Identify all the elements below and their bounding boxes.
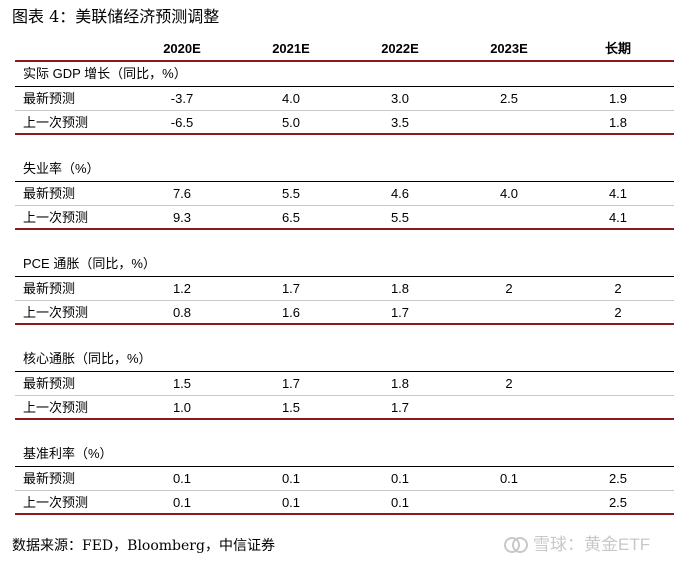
watermark-text: 雪球：黄金ETF [533,535,651,554]
snowball-logo-icon [504,537,528,553]
table-row: 最新预测 1.2 1.7 1.8 2 2 [15,277,674,301]
figure-title: 图表 4：美联储经济预测调整 [12,7,220,26]
row-label: 最新预测 [23,376,76,391]
table-cell: 2.5 [608,495,628,510]
table-cell: 0.1 [172,471,192,486]
table-cell: -3.7 [170,91,194,106]
table-cell: 5.5 [281,186,301,201]
table-cell: 4.1 [608,210,628,225]
section-title: PCE 通胀（同比，%） [15,252,674,277]
column-header-2023e: 2023E [490,41,528,56]
table-cell: 3.0 [390,91,410,106]
table-cell: -6.5 [170,115,194,130]
table-cell: 7.6 [172,186,192,201]
section-policy-rate: 基准利率（%） 最新预测 0.1 0.1 0.1 0.1 2.5 上一次预测 0… [15,442,674,515]
table-row: 上一次预测 0.8 1.6 1.7 2 [15,301,674,325]
table-row: 上一次预测 9.3 6.5 5.5 4.1 [15,206,674,230]
table-cell: 0.1 [281,495,301,510]
table-row: 最新预测 7.6 5.5 4.6 4.0 4.1 [15,182,674,206]
row-label: 最新预测 [23,281,76,296]
table-cell: 1.8 [390,281,410,296]
table-row: 最新预测 1.5 1.7 1.8 2 [15,372,674,396]
column-header-2020e: 2020E [163,41,201,56]
table-cell: 1.8 [390,376,410,391]
table-cell: 6.5 [281,210,301,225]
table-cell: 0.1 [499,471,519,486]
table-row: 上一次预测 1.0 1.5 1.7 [15,396,674,420]
table-cell: 1.0 [172,400,192,415]
section-spacer [15,325,674,347]
table-row: 上一次预测 0.1 0.1 0.1 2.5 [15,491,674,515]
table-cell: 2 [614,305,622,320]
table-cell: 2.5 [608,471,628,486]
table-cell: 4.1 [608,186,628,201]
section-title: 实际 GDP 增长（同比，%） [15,62,674,87]
section-gdp: 实际 GDP 增长（同比，%） 最新预测 -3.7 4.0 3.0 2.5 1.… [15,62,674,135]
row-label: 上一次预测 [23,115,89,130]
section-pce-inflation: PCE 通胀（同比，%） 最新预测 1.2 1.7 1.8 2 2 上一次预测 … [15,252,674,325]
row-label: 最新预测 [23,186,76,201]
section-title: 基准利率（%） [15,442,674,467]
table-row: 最新预测 -3.7 4.0 3.0 2.5 1.9 [15,87,674,111]
source-note: 数据来源：FED，Bloomberg，中信证券 [12,538,275,554]
section-title: 核心通胀（同比，%） [15,347,674,372]
column-header-long-term: 长期 [604,41,631,56]
column-header-2021e: 2021E [272,41,310,56]
row-label: 最新预测 [23,471,76,486]
table-cell: 1.6 [281,305,301,320]
table-row: 最新预测 0.1 0.1 0.1 0.1 2.5 [15,467,674,491]
section-title: 失业率（%） [15,157,674,182]
row-label: 上一次预测 [23,400,89,415]
table-cell: 1.7 [281,281,301,296]
table-cell: 0.1 [390,471,410,486]
row-label: 上一次预测 [23,305,89,320]
row-label: 上一次预测 [23,495,89,510]
table-cell: 2 [505,281,513,296]
table-cell: 4.6 [390,186,410,201]
table-cell: 4.0 [281,91,301,106]
table-cell: 1.5 [172,376,192,391]
section-spacer [15,420,674,442]
table-cell: 3.5 [390,115,410,130]
table-cell: 1.7 [281,376,301,391]
table-cell: 0.1 [281,471,301,486]
section-spacer [15,230,674,252]
row-label: 上一次预测 [23,210,89,225]
column-header-2022e: 2022E [381,41,419,56]
section-unemployment: 失业率（%） 最新预测 7.6 5.5 4.6 4.0 4.1 上一次预测 9.… [15,157,674,230]
forecast-table: 2020E 2021E 2022E 2023E 长期 实际 GDP 增长（同比，… [15,36,674,515]
table-cell: 2 [505,376,513,391]
section-spacer [15,135,674,157]
table-cell: 1.9 [608,91,628,106]
table-cell: 2.5 [499,91,519,106]
section-core-inflation: 核心通胀（同比，%） 最新预测 1.5 1.7 1.8 2 上一次预测 1.0 … [15,347,674,420]
table-cell: 1.7 [390,305,410,320]
table-cell: 1.5 [281,400,301,415]
column-header-row: 2020E 2021E 2022E 2023E 长期 [15,36,674,62]
table-cell: 9.3 [172,210,192,225]
watermark: 雪球：黄金ETF [503,533,650,557]
row-label: 最新预测 [23,91,76,106]
table-cell: 0.1 [390,495,410,510]
table-cell: 2 [614,281,622,296]
table-cell: 5.5 [390,210,410,225]
table-row: 上一次预测 -6.5 5.0 3.5 1.8 [15,111,674,135]
table-cell: 0.8 [172,305,192,320]
table-cell: 1.7 [390,400,410,415]
table-cell: 1.8 [608,115,628,130]
table-cell: 5.0 [281,115,301,130]
table-cell: 4.0 [499,186,519,201]
table-cell: 1.2 [172,281,192,296]
table-cell: 0.1 [172,495,192,510]
